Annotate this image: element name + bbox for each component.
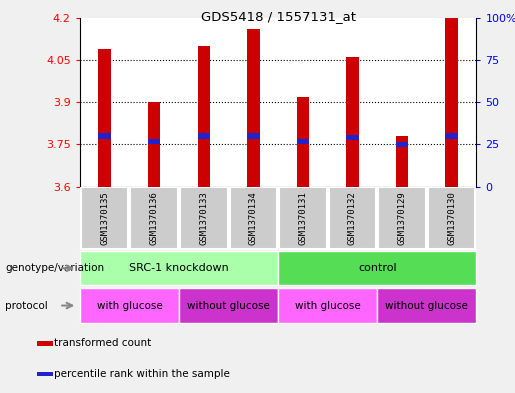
Text: GSM1370136: GSM1370136 bbox=[150, 191, 159, 245]
Bar bbox=[377, 288, 476, 323]
Bar bbox=[346, 135, 358, 140]
Bar bbox=[98, 49, 111, 187]
Bar bbox=[180, 187, 228, 249]
Bar bbox=[279, 187, 327, 249]
Bar bbox=[297, 138, 309, 143]
Bar bbox=[80, 251, 278, 285]
Text: control: control bbox=[358, 263, 397, 273]
Bar bbox=[297, 97, 309, 187]
Text: GSM1370132: GSM1370132 bbox=[348, 191, 357, 245]
Bar bbox=[396, 142, 408, 147]
Text: protocol: protocol bbox=[5, 301, 48, 310]
Text: GSM1370133: GSM1370133 bbox=[199, 191, 208, 245]
Bar bbox=[329, 187, 376, 249]
Bar bbox=[38, 342, 53, 345]
Bar bbox=[148, 138, 160, 143]
Text: SRC-1 knockdown: SRC-1 knockdown bbox=[129, 263, 229, 273]
Bar bbox=[247, 29, 260, 187]
Bar bbox=[278, 288, 377, 323]
Bar bbox=[130, 187, 178, 249]
Bar bbox=[81, 187, 128, 249]
Bar bbox=[179, 288, 278, 323]
Bar bbox=[346, 57, 358, 187]
Bar bbox=[378, 187, 426, 249]
Text: GSM1370134: GSM1370134 bbox=[249, 191, 258, 245]
Text: transformed count: transformed count bbox=[55, 338, 152, 349]
Bar bbox=[428, 187, 475, 249]
Bar bbox=[98, 134, 111, 138]
Bar bbox=[445, 134, 458, 138]
Text: GDS5418 / 1557131_at: GDS5418 / 1557131_at bbox=[201, 10, 355, 23]
Bar bbox=[247, 134, 260, 138]
Bar bbox=[80, 288, 179, 323]
Bar bbox=[148, 102, 160, 187]
Text: GSM1370135: GSM1370135 bbox=[100, 191, 109, 245]
Text: with glucose: with glucose bbox=[96, 301, 162, 310]
Bar bbox=[38, 372, 53, 376]
Text: without glucose: without glucose bbox=[187, 301, 270, 310]
Bar bbox=[198, 134, 210, 138]
Bar bbox=[198, 46, 210, 187]
Text: without glucose: without glucose bbox=[385, 301, 468, 310]
Text: percentile rank within the sample: percentile rank within the sample bbox=[55, 369, 230, 379]
Text: genotype/variation: genotype/variation bbox=[5, 263, 104, 273]
Text: GSM1370129: GSM1370129 bbox=[398, 191, 406, 245]
Text: with glucose: with glucose bbox=[295, 301, 360, 310]
Text: GSM1370131: GSM1370131 bbox=[298, 191, 307, 245]
Text: GSM1370130: GSM1370130 bbox=[447, 191, 456, 245]
Bar bbox=[396, 136, 408, 187]
Bar bbox=[230, 187, 277, 249]
Bar bbox=[445, 18, 458, 187]
Bar bbox=[278, 251, 476, 285]
